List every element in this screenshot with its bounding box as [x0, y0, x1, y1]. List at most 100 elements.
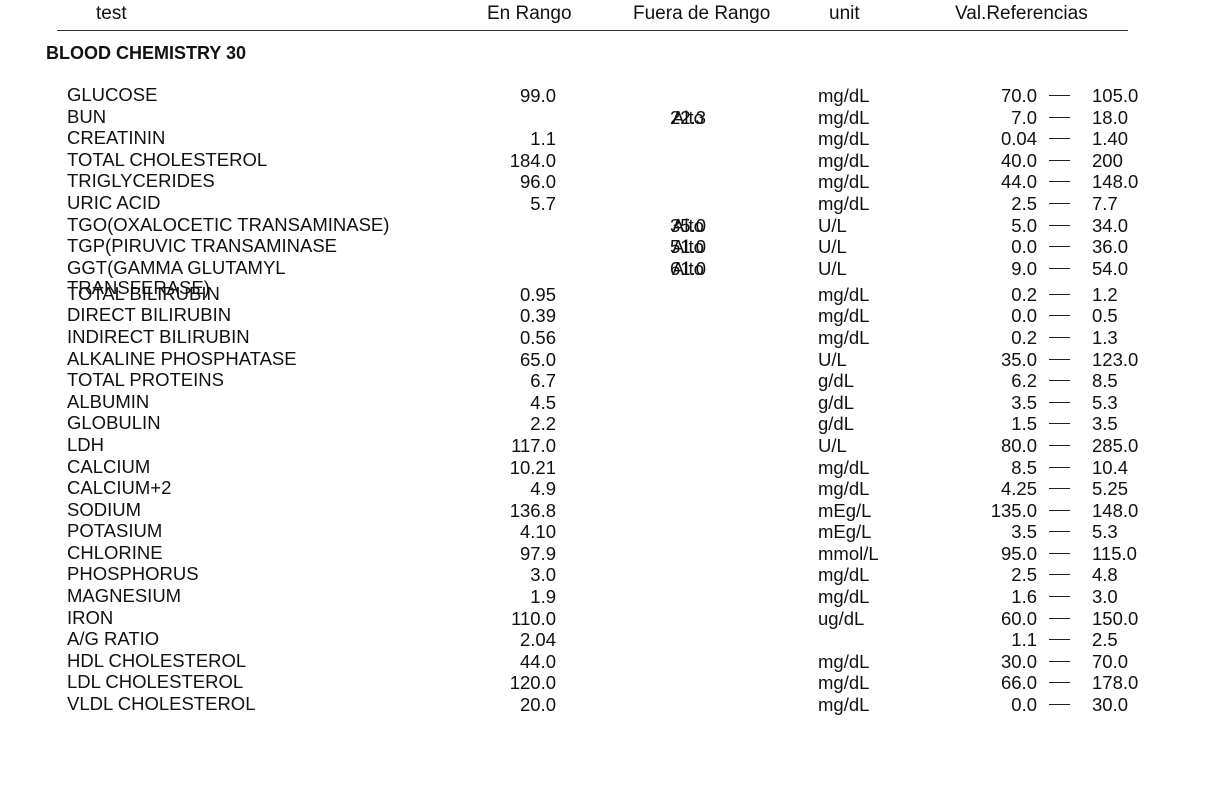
in-range-value: 1.1	[530, 128, 556, 150]
column-header-unit: unit	[829, 3, 860, 24]
unit: mg/dL	[818, 106, 870, 128]
reference-high: 0.5	[1092, 305, 1118, 327]
unit: mg/dL	[818, 672, 870, 694]
reference-high: 285.0	[1092, 434, 1139, 456]
reference-high: 70.0	[1092, 650, 1129, 672]
table-row: GLOBULIN 2.2 g/dL 1.5 3.5	[0, 413, 1217, 435]
reference-high: 105.0	[1092, 85, 1139, 106]
table-row: URIC ACID 5.7 mg/dL 2.5 7.7	[0, 191, 1217, 215]
reference-high: 1.40	[1092, 128, 1129, 150]
range-dash	[1049, 509, 1070, 511]
reference-high: 7.7	[1092, 192, 1118, 214]
table-row: GLUCOSE 99.0 mg/dL 70.0 105.0	[0, 85, 1217, 107]
reference-high: 18.0	[1092, 106, 1129, 128]
table-row: BUN 22.3 Alto mg/dL 7.0 18.0	[0, 105, 1217, 129]
table-row: ALBUMIN 4.5 g/dL 3.5 5.3	[0, 390, 1217, 414]
table-row: A/G RATIO 2.04 1.1 2.5	[0, 629, 1217, 651]
reference-low: 3.5	[1011, 391, 1037, 413]
reference-low: 2.5	[1011, 192, 1037, 214]
in-range-value: 20.0	[519, 694, 556, 716]
reference-high: 34.0	[1092, 214, 1129, 236]
table-row: POTASIUM 4.10 mEg/L 3.5 5.3	[0, 521, 1217, 543]
reference-high: 4.8	[1092, 564, 1118, 586]
reference-low: 35.0	[1000, 348, 1037, 370]
range-dash	[1049, 380, 1070, 382]
unit: mg/dL	[818, 478, 870, 500]
range-dash	[1049, 246, 1070, 248]
test-name: LDH	[67, 433, 105, 455]
unit: mg/dL	[818, 192, 870, 214]
test-name: ALBUMIN	[67, 390, 150, 412]
unit: mEg/L	[818, 521, 872, 543]
reference-high: 148.0	[1092, 499, 1139, 521]
test-name: A/G RATIO	[67, 628, 160, 650]
range-dash	[1049, 531, 1070, 533]
reference-high: 150.0	[1092, 607, 1139, 629]
in-range-value: 97.9	[519, 542, 556, 564]
test-name: GLOBULIN	[67, 412, 161, 434]
range-flag: Alto	[672, 106, 704, 128]
unit: mg/dL	[818, 283, 870, 305]
table-row: INDIRECT BILIRUBIN 0.56 mg/dL 0.2 1.3	[0, 326, 1217, 349]
reference-high: 148.0	[1092, 171, 1139, 193]
reference-low: 9.0	[1011, 257, 1037, 279]
reference-low: 70.0	[1000, 85, 1037, 106]
reference-low: 7.0	[1011, 106, 1037, 128]
table-row: LDH 117.0 U/L 80.0 285.0	[0, 433, 1217, 457]
unit: ug/dL	[818, 607, 865, 629]
test-name: URIC ACID	[67, 191, 161, 213]
in-range-value: 0.56	[519, 326, 556, 348]
in-range-value: 4.5	[530, 391, 556, 413]
header-divider	[57, 30, 1128, 31]
reference-low: 0.2	[1011, 283, 1037, 305]
test-name: CHLORINE	[67, 541, 163, 563]
test-name: VLDL CHOLESTEROL	[67, 693, 256, 715]
column-header-en-rango: En Rango	[487, 3, 572, 24]
test-name: POTASIUM	[67, 520, 163, 542]
reference-high: 30.0	[1092, 694, 1129, 716]
range-dash	[1049, 682, 1070, 684]
test-name: CALCIUM+2	[67, 477, 172, 499]
in-range-value: 6.7	[530, 370, 556, 392]
out-of-range-value: 51.0	[669, 236, 706, 258]
table-row: PHOSPHORUS 3.0 mg/dL 2.5 4.8	[0, 564, 1217, 586]
reference-high: 5.3	[1092, 391, 1118, 413]
in-range-value: 0.95	[519, 283, 556, 305]
table-row: TOTAL CHOLESTEROL 184.0 mg/dL 40.0 200	[0, 149, 1217, 172]
table-row: ALKALINE PHOSPHATASE 65.0 U/L 35.0 123.0	[0, 348, 1217, 371]
reference-low: 60.0	[1000, 607, 1037, 629]
reference-low: 0.0	[1011, 305, 1037, 327]
reference-low: 0.0	[1011, 694, 1037, 716]
table-row: CHLORINE 97.9 mmol/L 95.0 115.0	[0, 541, 1217, 565]
reference-low: 2.5	[1011, 564, 1037, 586]
reference-low: 0.04	[1000, 128, 1037, 150]
unit: mg/dL	[818, 650, 870, 672]
range-dash	[1049, 224, 1070, 226]
reference-low: 40.0	[1000, 149, 1037, 171]
range-dash	[1049, 660, 1070, 662]
test-name: CREATININ	[67, 127, 166, 149]
range-flag: Alto	[672, 257, 704, 279]
reference-high: 123.0	[1092, 348, 1139, 370]
table-row: CALCIUM 10.21 mg/dL 8.5 10.4	[0, 456, 1217, 479]
reference-high: 115.0	[1092, 542, 1137, 564]
range-dash	[1049, 138, 1070, 140]
table-row: MAGNESIUM 1.9 mg/dL 1.6 3.0	[0, 586, 1217, 608]
out-of-range-value: 22.3	[669, 106, 706, 128]
reference-low: 8.5	[1011, 456, 1037, 478]
test-name: BUN	[67, 105, 107, 127]
unit: mmol/L	[818, 542, 879, 564]
test-name: LDL CHOLESTEROL	[67, 671, 244, 693]
reference-low: 1.5	[1011, 413, 1037, 435]
unit: U/L	[818, 434, 847, 456]
unit: mg/dL	[818, 85, 870, 106]
table-row: IRON 110.0 ug/dL 60.0 150.0	[0, 607, 1217, 630]
reference-high: 3.5	[1092, 413, 1118, 435]
test-name: TGP(PIRUVIC TRANSAMINASE	[67, 235, 338, 257]
table-row: TGP(PIRUVIC TRANSAMINASE 51.0 Alto U/L 0.0 36…	[0, 236, 1217, 258]
range-dash	[1049, 596, 1070, 598]
unit: mg/dL	[818, 171, 870, 193]
section-title: BLOOD CHEMISTRY 30	[46, 43, 247, 63]
reference-low: 6.2	[1011, 370, 1037, 392]
range-flag: Alto	[672, 214, 704, 236]
